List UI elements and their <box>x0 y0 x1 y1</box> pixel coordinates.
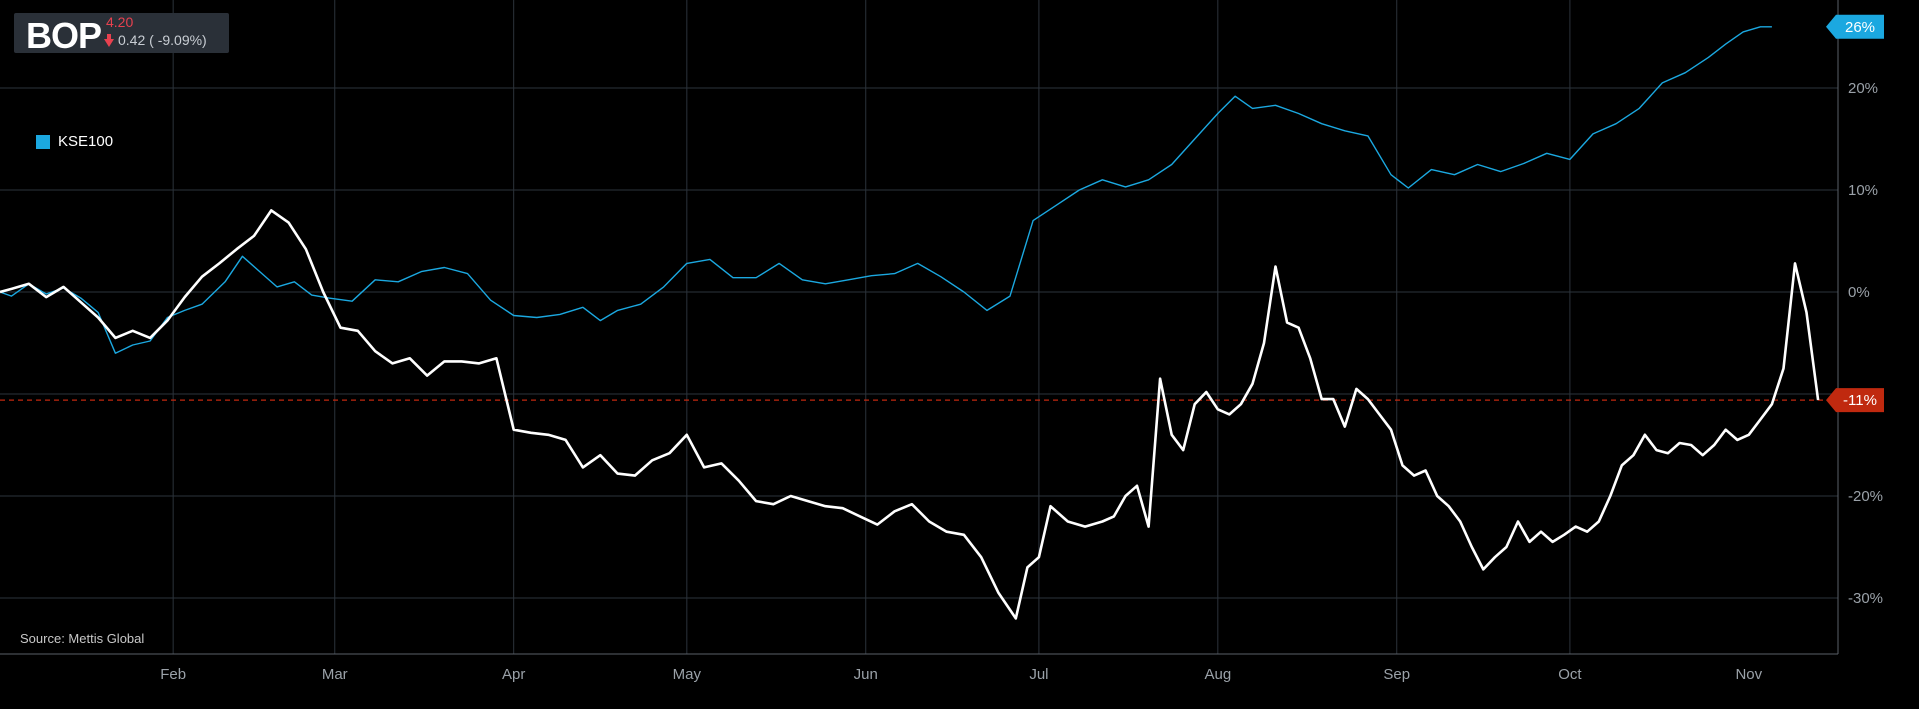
chart-axes <box>0 0 1839 655</box>
x-tick-label: Mar <box>322 666 348 683</box>
price-change: 0.42 ( -9.09%) <box>104 32 207 48</box>
badge-kse100-shape <box>1826 14 1884 39</box>
badge-bop-text: -11% <box>1843 392 1877 409</box>
y-tick-label: 20% <box>1848 80 1878 97</box>
chart-legend[interactable]: KSE100 <box>36 133 113 150</box>
arrow-down-icon <box>104 33 114 47</box>
x-tick-label: Aug <box>1204 666 1231 683</box>
ticker-symbol: BOP <box>26 15 102 56</box>
series-line-bop <box>0 209 1820 620</box>
x-tick-label: Feb <box>160 666 186 683</box>
series-line-kse100 <box>0 26 1772 354</box>
legend-label-kse100: KSE100 <box>58 133 114 150</box>
x-tick-label: May <box>673 666 702 683</box>
last-price: 4.20 <box>106 14 134 30</box>
y-tick-label: 10% <box>1848 182 1878 199</box>
badge-kse100-text: 26% <box>1845 19 1875 36</box>
badge-bop-shape <box>1826 388 1884 413</box>
x-tick-label: Nov <box>1735 666 1762 683</box>
legend-swatch <box>36 134 50 149</box>
x-tick-label: Jun <box>854 666 878 683</box>
y-tick-label: -20% <box>1848 488 1883 505</box>
source-note: Source: Mettis Global <box>20 631 145 646</box>
x-tick-label: Apr <box>502 666 525 683</box>
price-change-text: 0.42 ( -9.09%) <box>118 32 207 48</box>
chart-grid <box>0 0 1838 654</box>
x-tick-label: Sep <box>1383 666 1410 683</box>
y-tick-label: 0% <box>1848 284 1870 301</box>
x-tick-label: Oct <box>1558 666 1582 683</box>
ticker-header: BOP 4.20 0.42 ( -9.09%) <box>14 13 229 56</box>
y-tick-label: -30% <box>1848 590 1883 607</box>
x-tick-label: Jul <box>1029 666 1048 683</box>
series-layer <box>0 26 1820 620</box>
last-value-badges: 26% -11% <box>1826 14 1884 413</box>
